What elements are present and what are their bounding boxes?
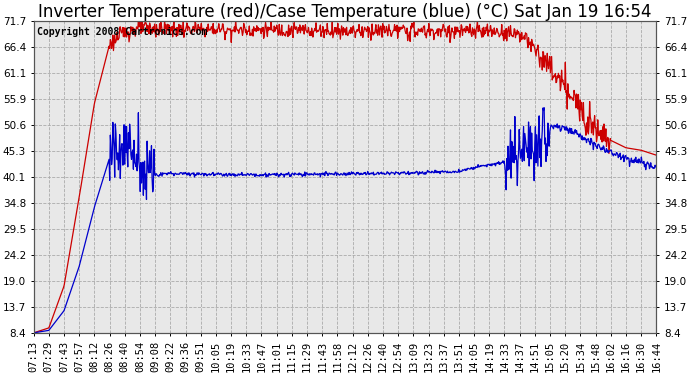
Text: Copyright 2008 Cartronics.com: Copyright 2008 Cartronics.com [37,27,207,37]
Title: Inverter Temperature (red)/Case Temperature (blue) (°C) Sat Jan 19 16:54: Inverter Temperature (red)/Case Temperat… [38,3,652,21]
